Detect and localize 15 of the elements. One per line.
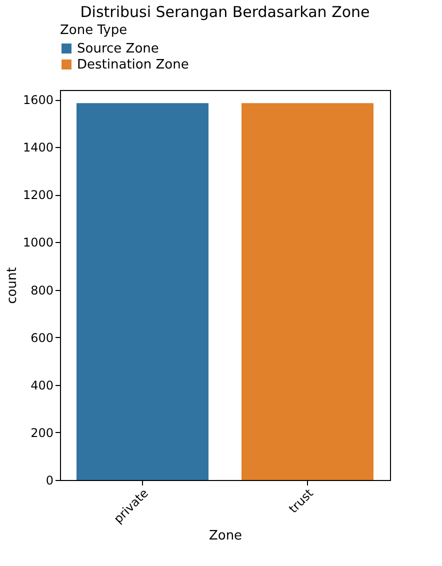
y-axis-title: count	[4, 267, 20, 304]
y-tick-label: 1600	[22, 93, 54, 108]
y-tick-label: 1400	[22, 140, 54, 155]
y-tick-label: 600	[30, 330, 54, 345]
y-tick-label: 1000	[22, 236, 54, 250]
y-tick-label: 0	[46, 474, 54, 488]
y-tick-label: 800	[30, 283, 54, 298]
x-axis-title: Zone	[208, 528, 242, 544]
legend-label: Destination Zone	[77, 58, 189, 72]
chart-title: Distribusi Serangan Berdasarkan Zone	[80, 3, 370, 21]
y-tick-label: 1200	[22, 188, 54, 202]
y-tick-label: 200	[30, 426, 54, 440]
legend-title: Zone Type	[60, 23, 128, 38]
legend-label: Source Zone	[77, 42, 159, 56]
y-tick-label: 400	[30, 378, 54, 392]
